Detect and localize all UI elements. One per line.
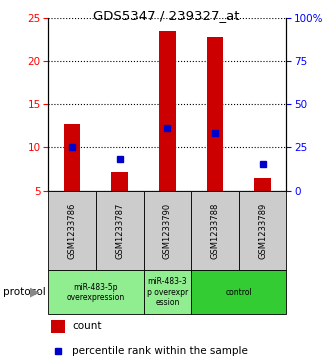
Bar (191, 191, 239, 270)
Text: GDS5347 / 239327_at: GDS5347 / 239327_at (93, 9, 240, 22)
Bar (206, 37, 223, 191)
Bar (239, 191, 286, 270)
Bar (96, 191, 144, 270)
Bar (191, 270, 286, 314)
Text: protocol: protocol (3, 287, 46, 297)
Text: ▶: ▶ (30, 286, 40, 299)
Text: GSM1233789: GSM1233789 (258, 203, 267, 258)
Text: GSM1233786: GSM1233786 (68, 202, 77, 259)
Text: count: count (72, 321, 102, 331)
Bar (144, 191, 191, 270)
Bar (254, 178, 271, 191)
Text: percentile rank within the sample: percentile rank within the sample (72, 346, 248, 356)
Text: GSM1233788: GSM1233788 (210, 202, 219, 259)
Bar (48, 191, 96, 270)
Bar (51, 320, 65, 333)
Text: miR-483-3
p overexpr
ession: miR-483-3 p overexpr ession (147, 277, 188, 307)
Bar (48, 270, 144, 314)
Bar (111, 172, 128, 191)
Text: GSM1233787: GSM1233787 (115, 202, 124, 259)
Text: control: control (225, 288, 252, 297)
Text: GSM1233790: GSM1233790 (163, 203, 172, 258)
Text: miR-483-5p
overexpression: miR-483-5p overexpression (67, 282, 125, 302)
Bar (144, 270, 191, 314)
Bar (159, 31, 176, 191)
Bar (64, 124, 81, 191)
